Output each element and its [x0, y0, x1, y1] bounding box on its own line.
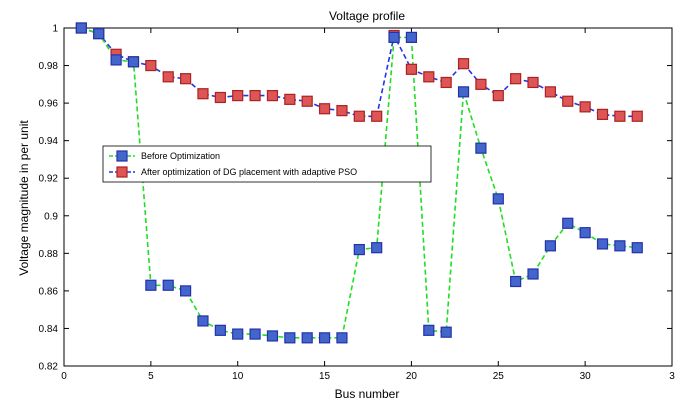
data-point-before [145, 279, 157, 291]
data-point-after [614, 110, 626, 122]
legend-box [102, 145, 432, 183]
data-point-after [405, 63, 418, 75]
data-point-before [388, 31, 400, 43]
data-point-after [544, 86, 557, 98]
data-point-before [110, 54, 122, 66]
plot-frame [63, 27, 673, 367]
x-axis-title: Bus number [335, 387, 400, 401]
data-point-before [544, 240, 557, 252]
y-tick-label: 0.92 [39, 174, 59, 185]
data-point-after [440, 76, 452, 89]
data-point-before [562, 217, 574, 229]
data-point-after [492, 89, 504, 102]
plot-area: 0 5 10 15 20 25 30 3 0.82 0.84 0.86 0.88 0.9 0.92 0.94… [39, 22, 675, 382]
data-point-after [631, 110, 643, 122]
x-tick-label: 0 [61, 371, 67, 382]
data-point-after [318, 103, 331, 115]
data-point-after [423, 71, 435, 83]
data-point-after [457, 58, 470, 70]
x-tick-label: 5 [148, 371, 154, 382]
data-point-after [596, 108, 609, 120]
x-tick-label: 20 [406, 371, 418, 382]
y-tick-label: 0.98 [39, 61, 59, 72]
legend-marker [116, 150, 128, 162]
data-point-after [232, 89, 244, 102]
data-point-before [371, 242, 383, 254]
data-point-before [197, 315, 209, 327]
data-point-before [180, 285, 192, 297]
data-point-before [596, 238, 609, 250]
data-point-before [318, 332, 331, 344]
data-point-after [301, 95, 313, 107]
chart-title: Voltage profile [329, 9, 405, 23]
y-axis-title: Voltage magnitude in per unit [17, 120, 31, 276]
data-point-before [631, 242, 643, 254]
y-tick-label: 1 [52, 24, 58, 35]
data-point-after [284, 93, 296, 105]
data-point-before [423, 324, 435, 336]
x-tick-label: 30 [580, 371, 592, 382]
x-tick-label: 10 [232, 371, 244, 382]
data-point-after [162, 71, 174, 83]
data-point-before [336, 332, 348, 344]
data-point-after [266, 89, 279, 102]
data-point-before [579, 227, 591, 239]
x-tick-label: 15 [319, 371, 331, 382]
data-point-after [475, 78, 487, 90]
data-point-after [145, 59, 157, 72]
data-point-after [562, 95, 574, 107]
data-point-after [510, 73, 522, 85]
data-point-after [353, 110, 365, 122]
data-point-before [93, 28, 105, 40]
y-tick-label: 0.84 [39, 324, 59, 335]
data-point-before [527, 268, 539, 280]
y-tick-label: 0.88 [39, 249, 59, 260]
data-point-before [75, 22, 87, 34]
x-tick-label: 3 [669, 371, 675, 382]
data-point-after [371, 110, 383, 122]
y-tick-label: 0.82 [39, 362, 59, 373]
data-point-before [127, 56, 140, 68]
data-point-before [405, 31, 418, 43]
data-point-after [527, 76, 539, 89]
data-point-before [232, 328, 244, 340]
data-point-before [301, 332, 313, 344]
x-tick-label: 25 [493, 371, 505, 382]
y-tick-label: 0.9 [44, 211, 58, 222]
legend-marker [116, 166, 128, 178]
data-point-before [284, 332, 296, 344]
y-tick-label: 0.96 [39, 99, 59, 110]
data-point-before [475, 142, 487, 154]
data-point-after [336, 105, 348, 117]
y-tick-label: 0.94 [39, 136, 59, 147]
data-point-before [353, 243, 365, 256]
series-line-after [81, 27, 638, 118]
data-point-before [492, 193, 504, 205]
data-point-before [457, 86, 470, 98]
data-point-after [579, 101, 591, 113]
data-point-before [440, 326, 452, 338]
data-point-before [162, 279, 174, 291]
legend-label: Before Optimization [141, 151, 220, 161]
data-point-before [249, 328, 261, 340]
data-point-after [214, 91, 226, 104]
data-point-before [614, 240, 626, 252]
legend-label: After optimization of DG placement with … [141, 167, 357, 177]
data-point-after [180, 73, 192, 85]
data-point-before [266, 330, 279, 342]
data-point-before [214, 324, 226, 336]
data-point-after [249, 89, 261, 102]
data-point-before [510, 275, 522, 288]
y-tick-label: 0.86 [39, 286, 59, 297]
data-point-after [197, 88, 209, 100]
